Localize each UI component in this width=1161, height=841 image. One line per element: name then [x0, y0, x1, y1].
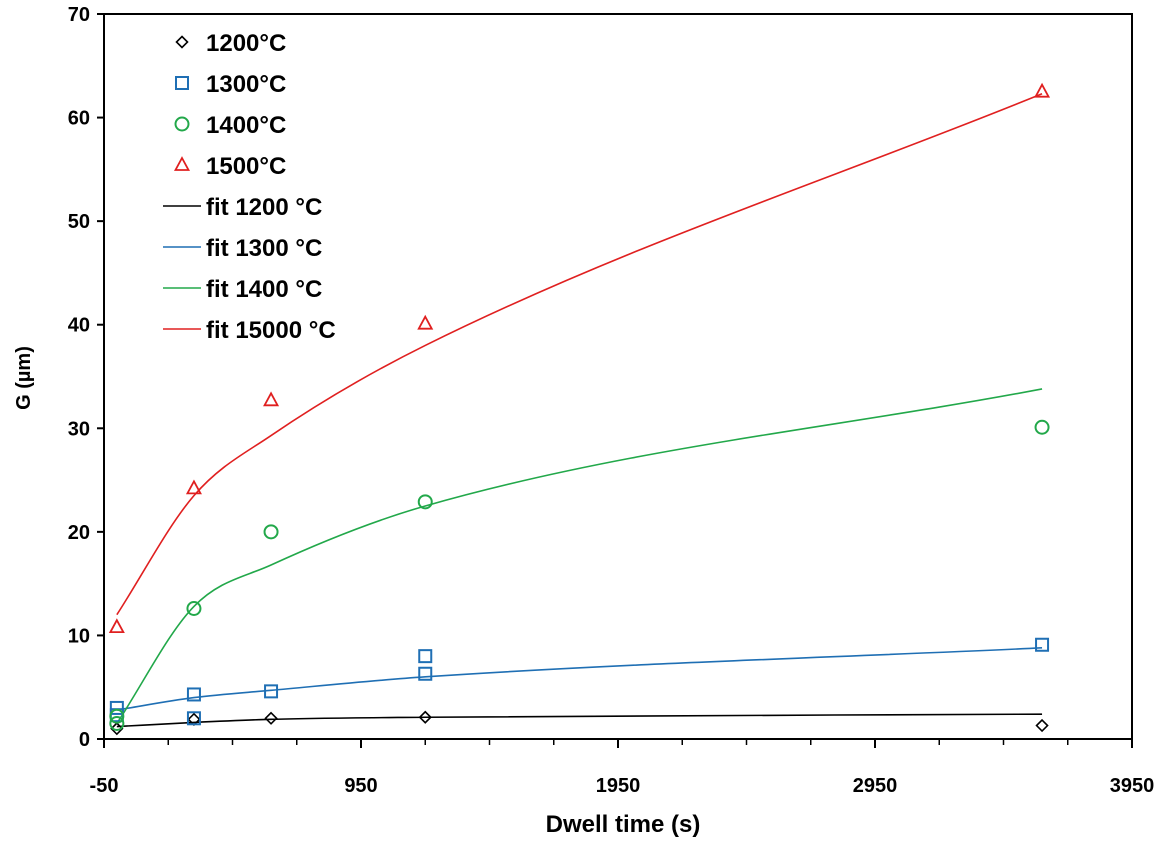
data-point-square	[186, 687, 201, 702]
markers	[108, 82, 1051, 736]
legend-label: 1300°C	[206, 71, 286, 98]
data-point-square	[1035, 637, 1050, 652]
data-point-triangle	[417, 314, 434, 330]
legend-label: 1500°C	[206, 153, 286, 180]
fit-line-1	[116, 713, 1043, 728]
data-point-circle	[109, 715, 125, 731]
y-axis-title: G (µm)	[13, 346, 35, 410]
data-point-square	[109, 700, 124, 715]
data-point-diamond	[1035, 718, 1049, 733]
x-tick-label: -50	[90, 775, 119, 797]
data-point-triangle	[185, 479, 202, 495]
legend-marker-diamond	[175, 35, 189, 49]
y-tick-label: 20	[68, 522, 90, 544]
legend-label: fit 15000 °C	[206, 317, 336, 344]
legend: 1200°C 1300°C 1400°C 1500°C fit 1200 °C fit 1…	[163, 30, 336, 344]
data-point-diamond	[264, 711, 278, 725]
data-point-circle	[417, 494, 433, 510]
data-point-circle	[186, 601, 202, 616]
data-point-square	[418, 666, 433, 681]
y-tick-label: 30	[68, 418, 90, 440]
y-tick-label: 0	[79, 729, 90, 751]
x-tick-label: 950	[344, 775, 377, 797]
data-point-diamond	[110, 722, 124, 736]
data-point-circle	[1034, 419, 1050, 435]
data-point-circle	[109, 708, 125, 724]
legend-label: fit 1300 °C	[206, 235, 322, 262]
legend-label: fit 1400 °C	[206, 276, 322, 303]
fit-line-2	[116, 647, 1043, 711]
data-point-square	[186, 711, 201, 726]
y-tick-label: 40	[68, 315, 90, 337]
data-point-triangle	[108, 618, 125, 634]
x-tick-label: 2950	[853, 775, 898, 797]
legend-marker-circle	[174, 116, 190, 132]
y-tick-label: 60	[68, 108, 90, 130]
fit-line-3	[116, 388, 1043, 724]
data-point-diamond	[418, 710, 432, 724]
legend-label: 1400°C	[206, 112, 286, 139]
data-point-circle	[263, 524, 279, 540]
data-point-square	[418, 649, 433, 664]
x-tick-label: 1950	[596, 775, 641, 797]
x-axis-title: Dwell time (s)	[546, 811, 701, 838]
y-tick-label: 50	[68, 211, 90, 233]
legend-marker-square	[175, 76, 189, 90]
axes: 0 10 20 30 40 50 60 70 -50 950 1950 2950 3950	[68, 4, 1155, 797]
data-point-square	[264, 684, 279, 699]
legend-label: 1200°C	[206, 30, 286, 57]
y-tick-label: 10	[68, 625, 90, 647]
x-tick-label: 3950	[1110, 775, 1155, 797]
y-tick-label: 70	[68, 4, 90, 26]
legend-marker-triangle	[173, 156, 191, 171]
fit-lines	[116, 93, 1043, 728]
fit-line-4	[116, 93, 1043, 616]
data-point-triangle	[263, 391, 280, 407]
legend-label: fit 1200 °C	[206, 194, 322, 221]
data-point-triangle	[1034, 82, 1051, 98]
